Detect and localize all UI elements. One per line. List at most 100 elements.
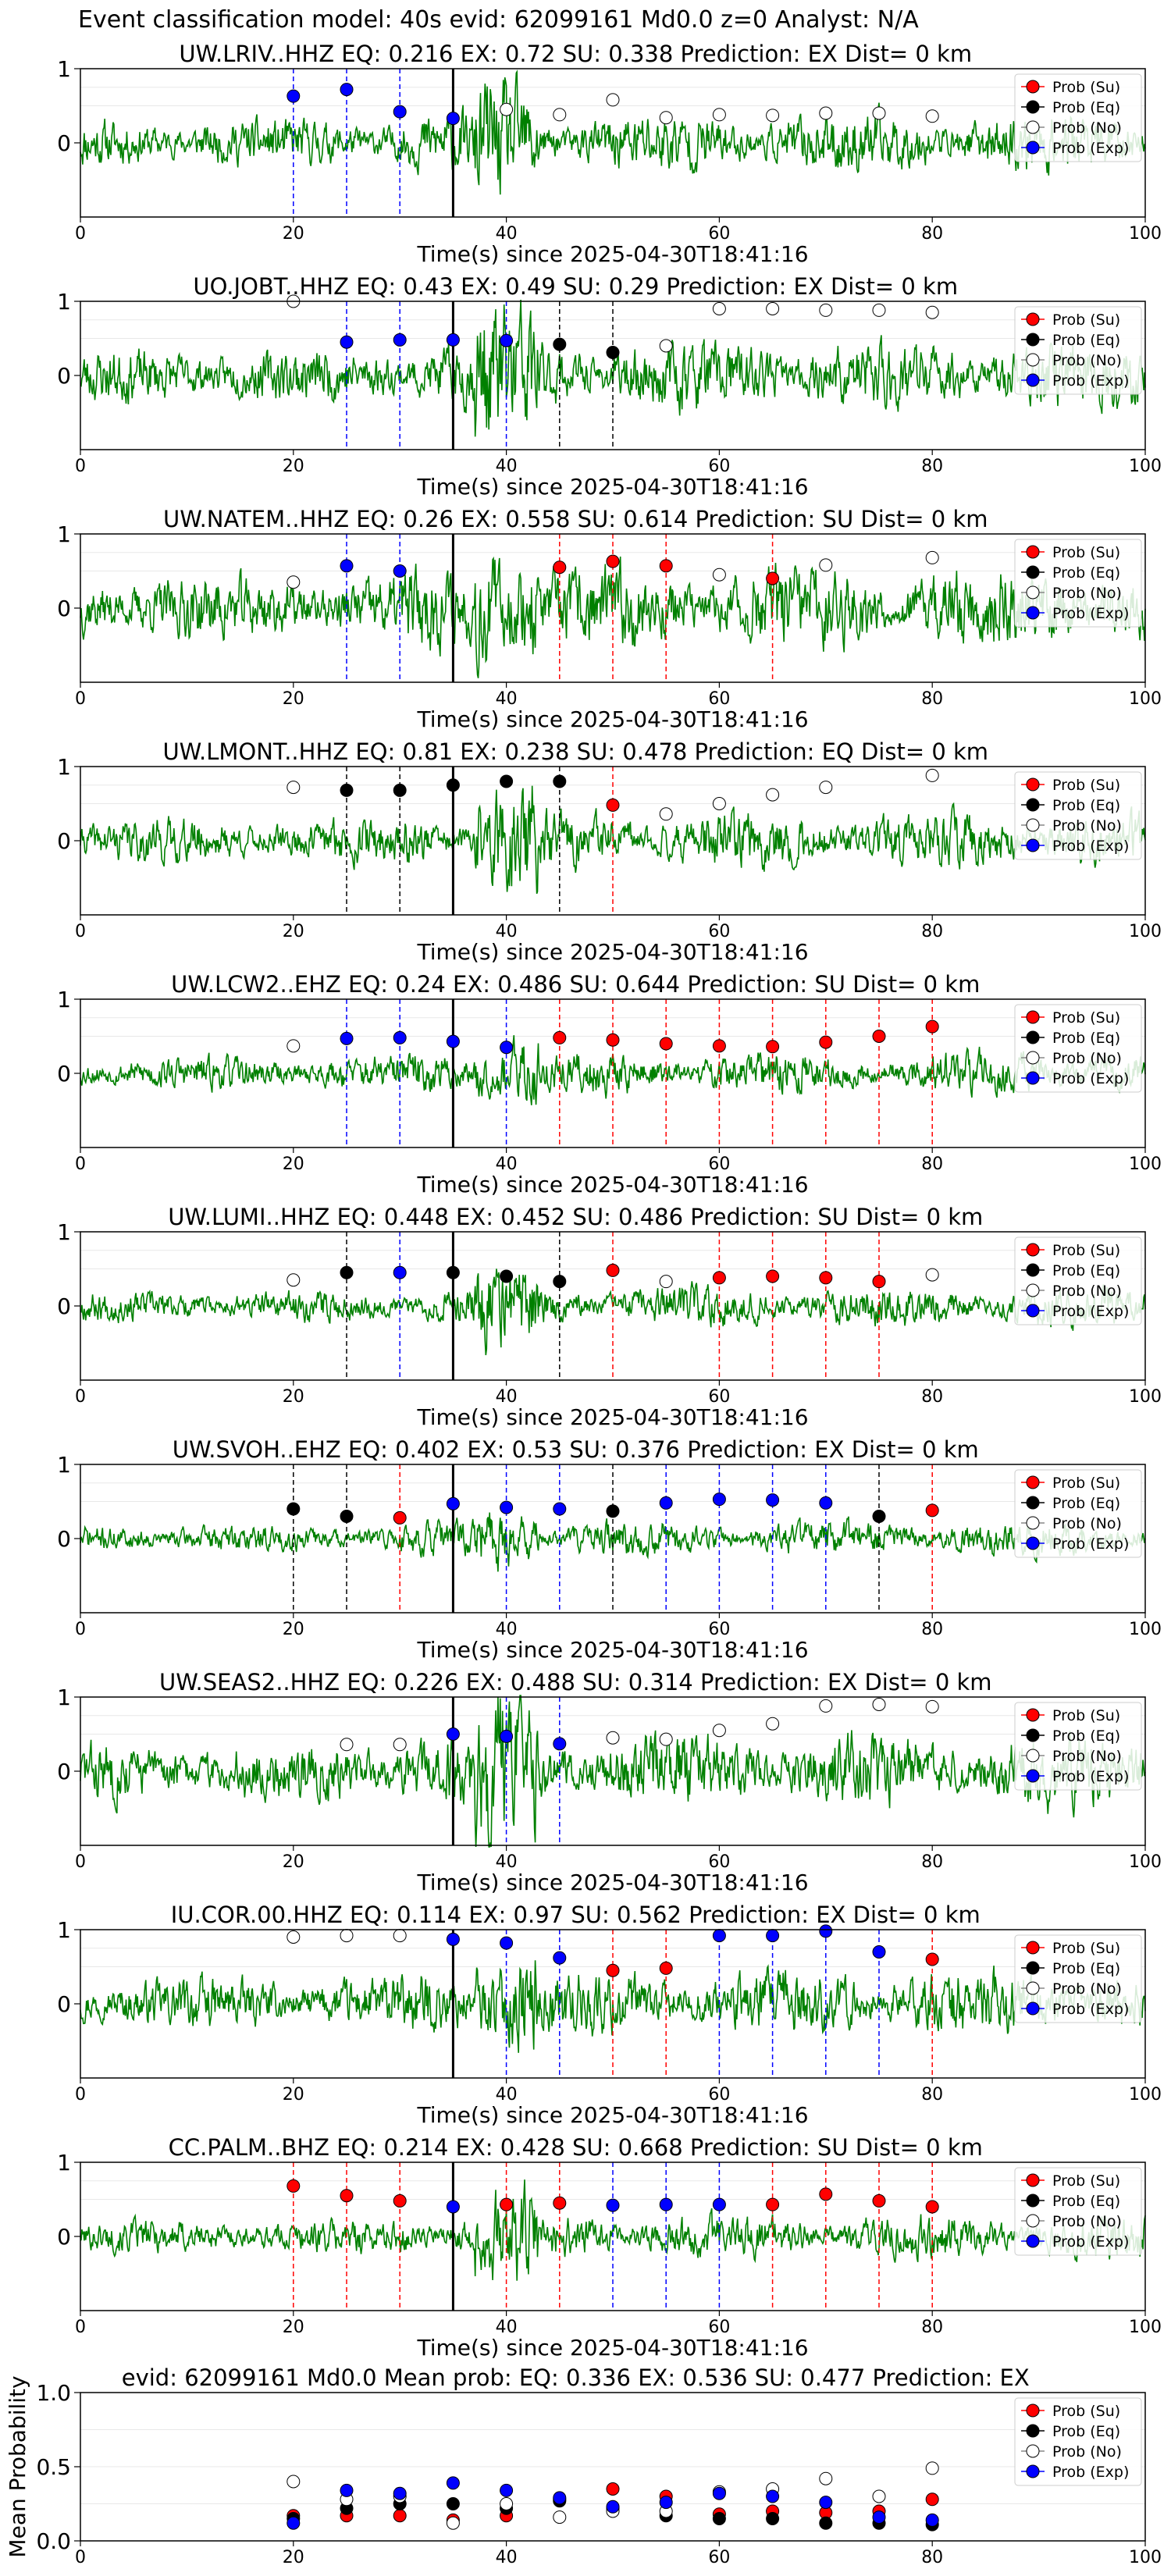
mean-marker-exp (393, 2486, 407, 2500)
prob-marker-su (553, 1030, 567, 1044)
prob-marker-su (393, 1510, 407, 1525)
prob-marker-su (712, 1039, 726, 1053)
prob-marker-no (766, 788, 780, 802)
prob-marker-exp (393, 105, 407, 119)
prob-marker-exp (766, 1493, 780, 1507)
legend-marker-eq (1026, 1263, 1040, 1277)
legend-label: Prob (No) (1052, 119, 1122, 137)
legend-box (1014, 1934, 1142, 2023)
prob-marker-exp (340, 1031, 354, 1045)
mean-marker-su (925, 2492, 939, 2507)
legend-label: Prob (Exp) (1052, 140, 1129, 157)
legend-marker-su (1026, 80, 1040, 94)
mean-marker-exp (553, 2491, 567, 2505)
legend-label: Prob (Su) (1052, 1940, 1120, 1957)
seismic-trace (80, 556, 1146, 678)
legend-label: Prob (Exp) (1052, 1535, 1129, 1553)
prob-marker-exp (766, 1929, 780, 1943)
x-tick-label: 40 (496, 2318, 518, 2337)
x-tick-label: 40 (496, 224, 518, 244)
panel-title: IU.COR.00.HHZ EQ: 0.114 EX: 0.97 SU: 0.5… (171, 1902, 981, 1928)
legend-label: Prob (No) (1052, 1980, 1122, 1998)
prob-marker-eq (872, 1510, 886, 1523)
prob-marker-no (340, 1929, 354, 1943)
x-tick-label: 0 (75, 2085, 86, 2105)
y-tick-label: 1.0 (36, 2380, 71, 2406)
x-tick-label: 40 (496, 1387, 518, 1407)
prob-marker-su (925, 1019, 939, 1034)
prob-marker-exp (606, 2198, 620, 2212)
prob-marker-eq (287, 1502, 301, 1516)
x-tick-label: 20 (283, 457, 304, 476)
legend-label: Prob (Eq) (1052, 1030, 1120, 1047)
seismic-trace (80, 2179, 1146, 2281)
seismic-trace (80, 69, 1146, 195)
prob-marker-exp (872, 1945, 886, 1959)
legend-marker-no (1026, 818, 1040, 832)
prob-marker-su (659, 559, 673, 573)
legend-marker-su (1026, 545, 1040, 559)
prob-marker-exp (500, 333, 514, 347)
prob-marker-exp (500, 1041, 514, 1055)
legend-label: Prob (No) (1052, 2213, 1122, 2230)
x-tick-label: 40 (496, 2085, 518, 2105)
legend-marker-eq (1026, 2424, 1040, 2438)
y-tick-label: 0 (57, 596, 71, 621)
x-tick-label: 100 (1129, 689, 1162, 709)
x-tick-label: 80 (921, 2548, 943, 2567)
prob-marker-exp (553, 1502, 567, 1516)
legend-marker-exp (1026, 141, 1040, 155)
legend-box (1014, 1004, 1142, 1093)
prob-marker-no (606, 1731, 620, 1745)
prob-marker-exp (446, 2200, 460, 2214)
legend-marker-exp (1026, 1304, 1040, 1318)
legend-marker-exp (1026, 2234, 1040, 2248)
prob-marker-su (925, 1952, 939, 1966)
mean-marker-exp (766, 2489, 780, 2503)
x-tick-label: 80 (921, 1620, 943, 1639)
x-tick-label: 0 (75, 1620, 86, 1639)
x-tick-label: 60 (708, 1852, 730, 1872)
panel-title: UW.LCW2..EHZ EQ: 0.24 EX: 0.486 SU: 0.64… (171, 971, 980, 998)
x-axis-label: Time(s) since 2025-04-30T18:41:16 (416, 1870, 808, 1895)
prob-marker-su (872, 1275, 886, 1289)
prob-marker-no (819, 106, 833, 120)
legend-label: Prob (Exp) (1052, 605, 1129, 622)
x-tick-label: 0 (75, 1852, 86, 1872)
y-tick-label: 1 (57, 1452, 71, 1478)
prob-marker-no (287, 1039, 301, 1053)
legend-label: Prob (Eq) (1052, 2193, 1120, 2210)
legend-marker-eq (1026, 1728, 1040, 1742)
x-tick-label: 20 (283, 2085, 304, 2105)
mean-marker-no (553, 2510, 567, 2524)
legend-label: Prob (Su) (1052, 1242, 1120, 1259)
x-tick-label: 40 (496, 689, 518, 709)
mean-marker-no (819, 2471, 833, 2485)
panel-title: UW.NATEM..HHZ EQ: 0.26 EX: 0.558 SU: 0.6… (163, 506, 988, 532)
x-axis-label: Time(s) since 2025-04-30T18:41:16 (416, 1637, 808, 1663)
y-tick-label: 1 (57, 1917, 71, 1943)
x-tick-label: 40 (496, 1620, 518, 1639)
legend-box (1014, 1469, 1142, 1558)
prob-marker-no (393, 1738, 407, 1752)
x-tick-label: 20 (283, 224, 304, 244)
prob-marker-exp (393, 333, 407, 347)
x-tick-label: 60 (708, 2318, 730, 2337)
x-tick-label: 100 (1129, 1387, 1162, 1407)
prob-marker-eq (606, 1504, 620, 1518)
prob-marker-no (819, 1699, 833, 1713)
x-tick-label: 60 (708, 224, 730, 244)
x-tick-label: 80 (921, 2318, 943, 2337)
prob-marker-su (287, 2179, 301, 2193)
legend-box (1014, 73, 1142, 162)
legend-label: Prob (Exp) (1052, 372, 1129, 390)
legend-label: Prob (Eq) (1052, 1960, 1120, 1977)
x-tick-label: 100 (1129, 1852, 1162, 1872)
x-tick-label: 60 (708, 2085, 730, 2105)
legend-label: Prob (Su) (1052, 2172, 1120, 2190)
prob-marker-eq (446, 1265, 460, 1279)
mean-marker-no (925, 2461, 939, 2475)
prob-marker-no (766, 302, 780, 315)
legend-marker-exp (1026, 1071, 1040, 1085)
prob-marker-su (659, 1961, 673, 1975)
